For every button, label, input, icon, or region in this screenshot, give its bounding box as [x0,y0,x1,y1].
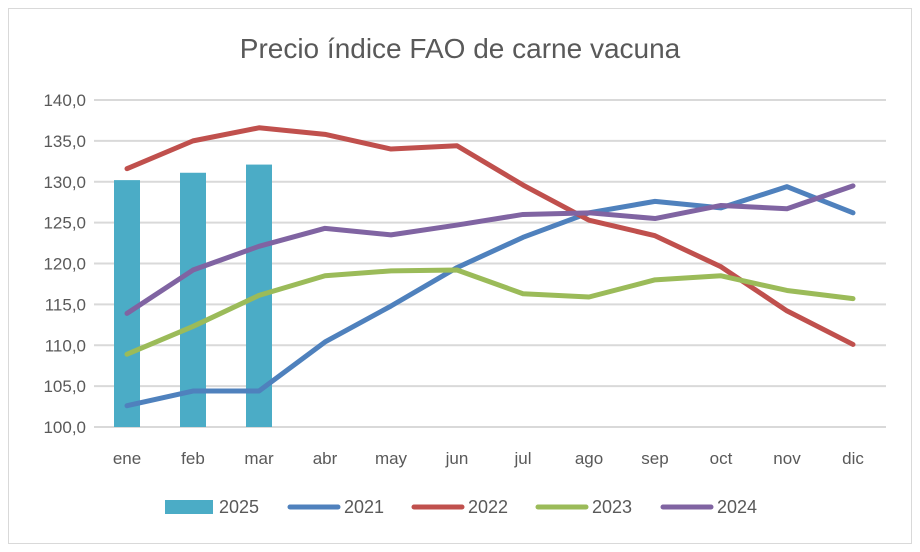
y-tick-label: 115,0 [45,295,86,314]
x-tick-label: abr [313,449,338,468]
line-2022 [124,125,856,347]
line-2023 [124,267,856,357]
chart-title: Precio índice FAO de carne vacuna [240,33,681,64]
legend-swatch-2025 [165,500,213,514]
y-tick-label: 110,0 [45,336,86,355]
x-tick-label: may [375,449,408,468]
x-tick-label: nov [773,449,801,468]
y-tick-label: 130,0 [43,173,86,192]
x-tick-label: jul [513,449,531,468]
x-tick-label: ene [113,449,141,468]
legend-label-2024: 2024 [717,497,757,517]
legend-label-2023: 2023 [592,497,632,517]
bar-2025 [180,172,206,427]
y-tick-label: 135,0 [43,132,86,151]
x-tick-label: feb [181,449,205,468]
line-2024 [124,183,856,316]
x-tick-label: sep [641,449,668,468]
legend-label-2022: 2022 [468,497,508,517]
legend-label-2025: 2025 [219,497,259,517]
y-tick-label: 100,0 [43,418,86,437]
legend-label-2021: 2021 [344,497,384,517]
y-tick-label: 125,0 [43,214,86,233]
bar-2025 [114,180,140,427]
y-tick-label: 105,0 [43,377,86,396]
x-tick-label: oct [710,449,733,468]
chart-frame [8,8,912,544]
y-tick-label: 120,0 [43,255,86,274]
x-tick-label: mar [244,449,274,468]
x-tick-label: ago [575,449,603,468]
x-tick-label: jun [445,449,469,468]
x-tick-label: dic [842,449,864,468]
y-tick-label: 140,0 [43,91,86,110]
